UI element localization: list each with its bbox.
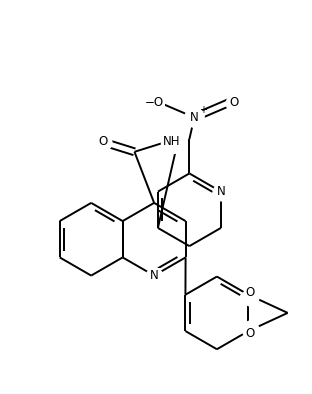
- Text: −O: −O: [144, 96, 163, 109]
- Text: O: O: [229, 96, 238, 109]
- Text: O: O: [98, 136, 108, 149]
- Text: N: N: [150, 269, 158, 282]
- Text: NH: NH: [163, 136, 181, 149]
- Text: O: O: [246, 327, 255, 340]
- Text: N: N: [217, 185, 225, 198]
- Text: +: +: [199, 104, 207, 115]
- Text: O: O: [246, 286, 255, 299]
- Text: N: N: [190, 111, 199, 124]
